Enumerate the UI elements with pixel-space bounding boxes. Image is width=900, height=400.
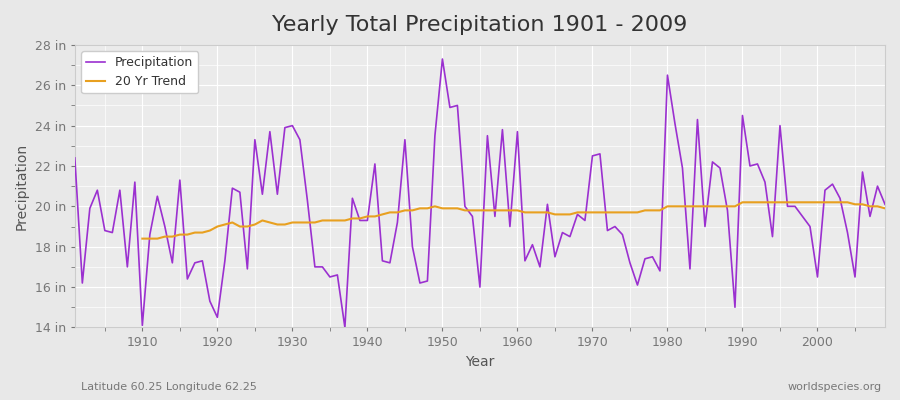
20 Yr Trend [827,200,838,205]
Legend: Precipitation, 20 Yr Trend: Precipitation, 20 Yr Trend [81,51,198,93]
X-axis label: Year: Year [465,355,495,369]
Precipitation [617,232,628,237]
Precipitation [347,196,358,201]
20 Yr Trend [879,206,890,211]
Precipitation [879,202,890,207]
Precipitation [339,325,350,330]
Precipitation [437,57,448,62]
20 Yr Trend [519,210,530,215]
Precipitation [130,180,140,184]
20 Yr Trend [310,220,320,225]
Line: 20 Yr Trend: 20 Yr Trend [142,202,885,239]
20 Yr Trend [580,210,590,215]
Text: worldspecies.org: worldspecies.org [788,382,882,392]
Title: Yearly Total Precipitation 1901 - 2009: Yearly Total Precipitation 1901 - 2009 [272,15,688,35]
Line: Precipitation: Precipitation [75,59,885,328]
Precipitation [527,242,538,247]
Precipitation [69,156,80,160]
Precipitation [519,258,530,263]
20 Yr Trend [850,202,860,207]
Y-axis label: Precipitation: Precipitation [15,142,29,230]
20 Yr Trend [737,200,748,205]
Text: Latitude 60.25 Longitude 62.25: Latitude 60.25 Longitude 62.25 [81,382,256,392]
20 Yr Trend [280,222,291,227]
20 Yr Trend [137,236,148,241]
Precipitation [294,137,305,142]
